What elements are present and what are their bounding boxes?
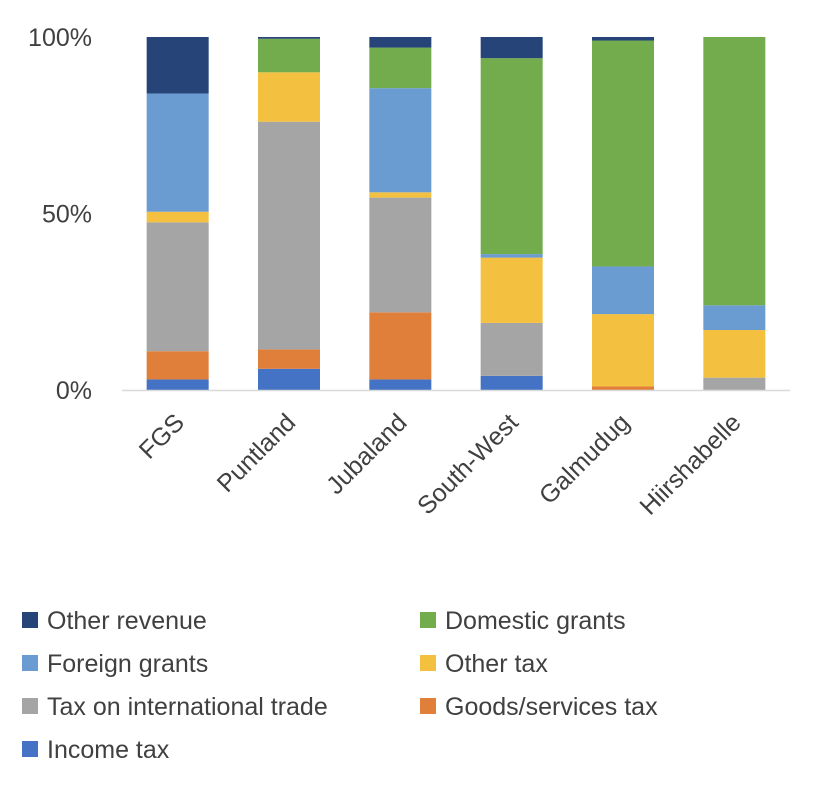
bar-segment xyxy=(480,58,543,255)
bar-segment xyxy=(146,37,209,94)
legend-swatch xyxy=(420,612,436,628)
bar-segment xyxy=(703,305,766,330)
legend-item: Foreign grants xyxy=(22,650,208,678)
bar-segment xyxy=(258,349,320,369)
bar-segment xyxy=(258,72,320,122)
bar-segment xyxy=(258,368,320,390)
bar-stack-hiirshabelle xyxy=(703,37,766,390)
legend-swatch xyxy=(22,698,38,714)
legend-label: Other revenue xyxy=(47,607,207,635)
bar-segment xyxy=(146,211,209,223)
legend-item: Income tax xyxy=(22,736,170,764)
legend-item: Other tax xyxy=(420,650,548,678)
bar-segment xyxy=(369,192,432,198)
bar-stack-galmudug xyxy=(592,37,654,390)
bar-stack-fgs xyxy=(146,37,209,390)
x-category-label: Puntland xyxy=(212,408,302,498)
bar-segment xyxy=(258,121,320,350)
legend-label: Tax on international trade xyxy=(47,693,328,721)
y-tick-label: 100% xyxy=(28,24,92,52)
legend-item: Other revenue xyxy=(22,607,207,635)
legend-swatch xyxy=(22,741,38,757)
bar-segment xyxy=(369,88,432,193)
bar-segment xyxy=(480,322,543,376)
bar-segment xyxy=(146,379,209,390)
bar-segment xyxy=(146,93,209,212)
legend-swatch xyxy=(22,612,38,628)
bar-segment xyxy=(703,377,766,390)
bar-segment xyxy=(480,375,543,390)
legend-swatch xyxy=(22,655,38,671)
bar-segment xyxy=(258,38,320,73)
legend-item: Tax on international trade xyxy=(22,693,328,721)
bar-segment xyxy=(480,37,543,59)
legend-label: Goods/services tax xyxy=(445,693,658,721)
legend-label: Foreign grants xyxy=(47,650,208,678)
x-category-label: Jubaland xyxy=(321,408,413,500)
bar-segment xyxy=(369,379,432,390)
bar-segment xyxy=(146,222,209,352)
bar-segment xyxy=(369,37,432,48)
x-category-label: Hiirshabelle xyxy=(634,408,746,520)
legend-swatch xyxy=(420,698,436,714)
bar-segment xyxy=(369,47,432,89)
bar-stack-puntland xyxy=(258,37,320,390)
bar-segment xyxy=(703,37,766,306)
legend-label: Income tax xyxy=(47,736,170,764)
y-tick-label: 50% xyxy=(42,201,92,229)
legend-item: Domestic grants xyxy=(420,607,626,635)
legend-swatch xyxy=(420,655,436,671)
legend: Other revenue Domestic grants Foreign gran… xyxy=(22,607,658,764)
x-category-label: FGS xyxy=(134,408,190,464)
x-category-label: South-West xyxy=(412,408,524,520)
bar-stack-jubaland xyxy=(369,37,432,390)
bar-segment xyxy=(480,254,543,258)
x-axis-labels: FGS Puntland Jubaland South-West Galmudug Hii… xyxy=(134,408,747,520)
y-tick-label: 0% xyxy=(56,377,92,405)
bar-segment xyxy=(703,329,766,378)
bar-segment xyxy=(592,40,654,267)
y-axis-ticks: 0% 50% 100% xyxy=(28,24,92,405)
legend-item: Goods/services tax xyxy=(420,693,658,721)
bar-segment xyxy=(146,351,209,380)
bar-segment xyxy=(592,314,654,387)
x-category-label: Galmudug xyxy=(534,408,635,509)
legend-label: Domestic grants xyxy=(445,607,626,635)
bar-segment xyxy=(592,266,654,315)
bar-stack-south-west xyxy=(480,37,543,390)
bar-segment xyxy=(369,312,432,380)
bar-stacks xyxy=(146,37,766,390)
bar-segment xyxy=(592,386,654,390)
bar-segment xyxy=(592,37,654,41)
bar-segment xyxy=(480,257,543,323)
bar-segment xyxy=(369,197,432,313)
legend-label: Other tax xyxy=(445,650,548,678)
bar-segment xyxy=(258,37,320,39)
